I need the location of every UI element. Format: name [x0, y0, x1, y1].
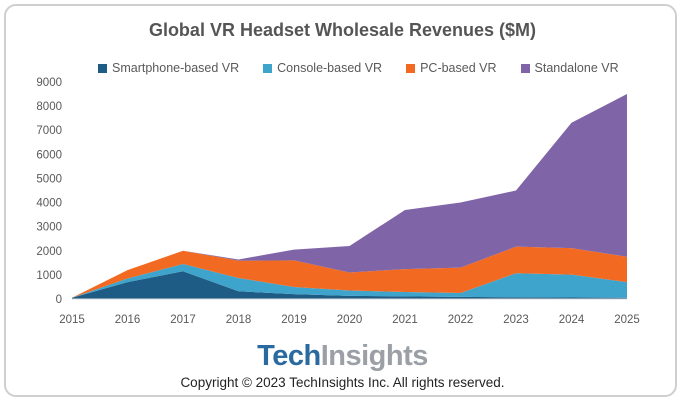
area-series-3 [72, 94, 627, 298]
y-tick-label: 7000 [36, 125, 62, 137]
x-tick-label: 2021 [392, 314, 418, 326]
x-tick-label: 2017 [170, 314, 196, 326]
chart-title: Global VR Headset Wholesale Revenues ($M… [148, 20, 537, 40]
y-tick-label: 2000 [36, 246, 62, 258]
chart-legend: Smartphone-based VR Console-based VR PC-ba… [98, 61, 619, 75]
y-tick-label: 3000 [36, 222, 62, 234]
x-tick-label: 2022 [448, 314, 474, 326]
legend-swatch [406, 63, 416, 73]
x-tick-label: 2015 [59, 314, 85, 326]
logo-part-insights: Insights [320, 340, 429, 372]
x-tick-label: 2024 [559, 314, 585, 326]
area-series-0 [72, 271, 627, 299]
legend-label: Console-based VR [277, 61, 383, 75]
legend-swatch [263, 63, 273, 73]
legend-item-3: Standalone VR [520, 61, 619, 75]
legend-label: PC-based VR [420, 61, 497, 75]
x-tick-label: 2020 [337, 314, 363, 326]
copyright-text: Copyright © 2023 TechInsights Inc. All r… [180, 375, 505, 390]
y-tick-label: 4000 [36, 198, 62, 210]
legend-label: Smartphone-based VR [112, 61, 240, 75]
legend-swatch [520, 63, 530, 73]
y-tick-label: 5000 [36, 173, 62, 185]
x-tick-label: 2019 [281, 314, 307, 326]
x-tick-label: 2018 [226, 314, 252, 326]
x-tick-label: 2023 [503, 314, 529, 326]
y-tick-label: 0 [56, 294, 62, 306]
y-tick-label: 8000 [36, 101, 62, 113]
area-series-1 [72, 264, 627, 298]
legend-label: Standalone VR [534, 61, 619, 75]
x-tick-label: 2025 [614, 314, 640, 326]
area-series-2 [72, 246, 627, 298]
x-tick-label: 2016 [115, 314, 141, 326]
y-tick-label: 9000 [36, 77, 62, 89]
y-tick-label: 1000 [36, 270, 62, 282]
legend-item-1: Console-based VR [263, 61, 382, 75]
logo-part-tech: Tech [257, 340, 321, 372]
legend-item-2: PC-based VR [406, 61, 497, 75]
y-tick-label: 6000 [36, 149, 62, 161]
legend-item-0: Smartphone-based VR [98, 61, 239, 75]
techinsights-logo: TechInsights [0, 340, 685, 373]
legend-swatch [98, 63, 107, 73]
